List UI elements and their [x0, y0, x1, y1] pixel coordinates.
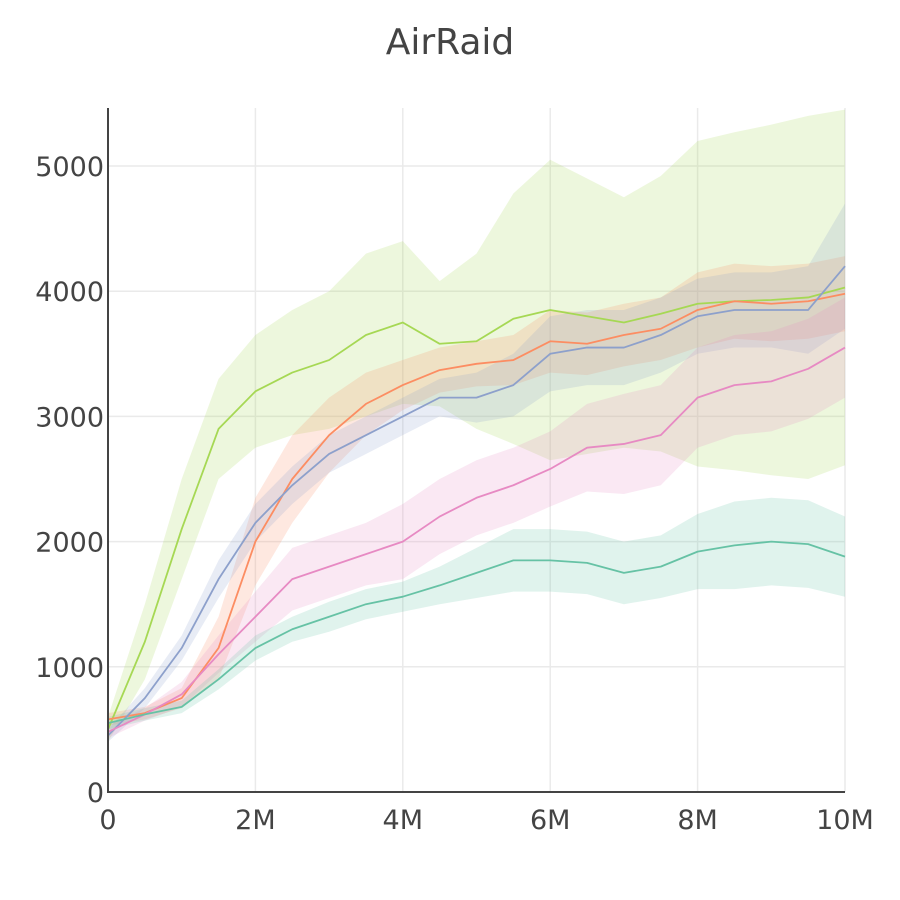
y-tick-label: 2000: [35, 528, 104, 559]
axes: [107, 108, 845, 793]
band-series-5: [108, 497, 845, 730]
y-tick-label: 4000: [35, 277, 104, 308]
y-tick-label: 5000: [35, 152, 104, 183]
x-tick-label: 8M: [677, 805, 717, 836]
y-tick-label: 1000: [35, 653, 104, 684]
chart-title: AirRaid: [386, 22, 515, 63]
x-tick-label: 6M: [530, 805, 570, 836]
line-series-3: [107, 265, 846, 737]
grid: [108, 108, 846, 792]
x-tick-label: 2M: [235, 805, 275, 836]
line-series-5: [107, 540, 846, 725]
band-series-1: [108, 109, 845, 742]
x-tick-label: 0: [99, 805, 116, 836]
y-tick-label: 0: [87, 778, 104, 809]
y-tick-label: 3000: [35, 402, 104, 433]
x-tick-label: 10M: [816, 805, 874, 836]
x-tick-label: 4M: [383, 805, 423, 836]
line-series-4: [107, 346, 846, 733]
tick-labels: 0 2M 4M 6M 8M 10M 0 1000 2000 3000 4000 5000: [35, 152, 874, 836]
band-series-3: [108, 203, 845, 742]
series-lines: [107, 265, 846, 737]
band-series-4: [108, 297, 845, 739]
line-series-1: [107, 286, 846, 730]
line-series-2: [107, 292, 846, 721]
